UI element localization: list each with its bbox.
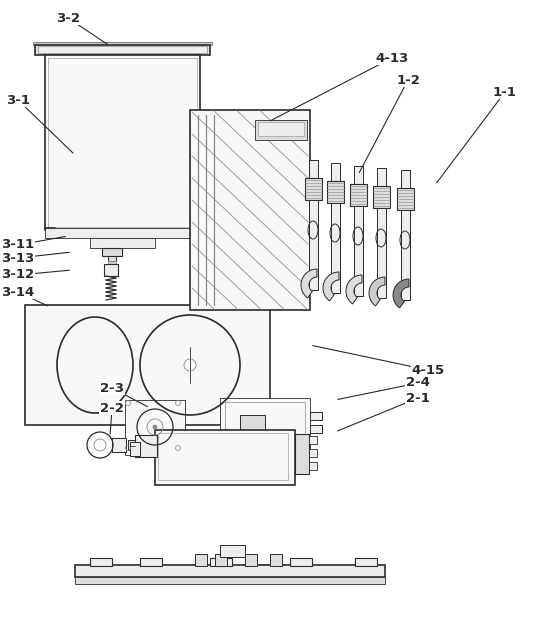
Bar [309, 462, 317, 470]
Text: 4-15: 4-15 [411, 363, 444, 376]
Bar [45, 228, 205, 238]
Text: 3-14: 3-14 [2, 285, 35, 298]
Bar [258, 122, 304, 136]
Bar [309, 160, 318, 178]
Bar [35, 45, 210, 55]
Bar [309, 436, 317, 444]
Bar [331, 203, 340, 293]
Bar [48, 58, 197, 227]
Text: 1-1: 1-1 [493, 85, 517, 98]
Bar [215, 554, 227, 566]
Polygon shape [369, 277, 385, 306]
Bar [309, 200, 318, 290]
Bar [245, 554, 257, 566]
Bar [401, 170, 410, 188]
Bar [327, 181, 344, 203]
Bar [38, 46, 207, 53]
Bar [195, 554, 207, 566]
Bar [158, 433, 288, 480]
Bar [354, 166, 363, 184]
Polygon shape [323, 272, 339, 301]
Text: 2-4: 2-4 [406, 376, 430, 389]
Bar [225, 402, 305, 449]
Text: 4-13: 4-13 [376, 51, 409, 64]
Text: 3-2: 3-2 [56, 12, 80, 25]
Bar [377, 208, 386, 298]
Bar [75, 565, 385, 577]
Bar [135, 435, 157, 457]
Bar [33, 42, 212, 45]
Bar [401, 210, 410, 300]
Bar [155, 430, 295, 485]
Bar [190, 110, 310, 310]
Bar [355, 558, 377, 566]
Bar [45, 55, 200, 230]
Text: 2-3: 2-3 [100, 381, 124, 394]
Bar [108, 261, 116, 264]
Bar [331, 163, 340, 181]
Bar [104, 264, 118, 276]
Bar [397, 188, 414, 210]
Text: 3-11: 3-11 [2, 238, 35, 251]
Bar [270, 554, 282, 566]
Bar [309, 449, 317, 457]
Bar [90, 238, 155, 248]
Bar [255, 120, 307, 140]
Bar [290, 558, 312, 566]
Bar [350, 184, 367, 206]
Bar [90, 558, 112, 566]
Bar [25, 305, 270, 425]
Text: 3-12: 3-12 [2, 269, 35, 282]
Text: 2-2: 2-2 [100, 402, 124, 415]
Bar [310, 412, 322, 420]
Bar [305, 178, 322, 200]
Bar [210, 558, 232, 566]
Bar [310, 425, 322, 433]
Text: 3-1: 3-1 [6, 93, 30, 106]
Bar [220, 398, 310, 453]
Polygon shape [346, 275, 362, 304]
Bar [112, 438, 126, 452]
Circle shape [153, 425, 157, 429]
Text: 1-2: 1-2 [396, 74, 420, 87]
Polygon shape [393, 279, 409, 308]
Polygon shape [301, 269, 317, 298]
Bar [373, 186, 390, 208]
Bar [377, 168, 386, 186]
Bar [130, 442, 140, 456]
Text: 2-1: 2-1 [406, 391, 430, 404]
Bar [240, 415, 265, 433]
Bar [354, 206, 363, 296]
Bar [75, 577, 385, 584]
Bar [295, 434, 309, 474]
Bar [140, 558, 162, 566]
Text: 3-13: 3-13 [2, 251, 35, 264]
Bar [128, 440, 138, 450]
Bar [220, 545, 245, 557]
Bar [108, 256, 116, 261]
Bar [102, 248, 122, 256]
Bar [125, 400, 185, 455]
